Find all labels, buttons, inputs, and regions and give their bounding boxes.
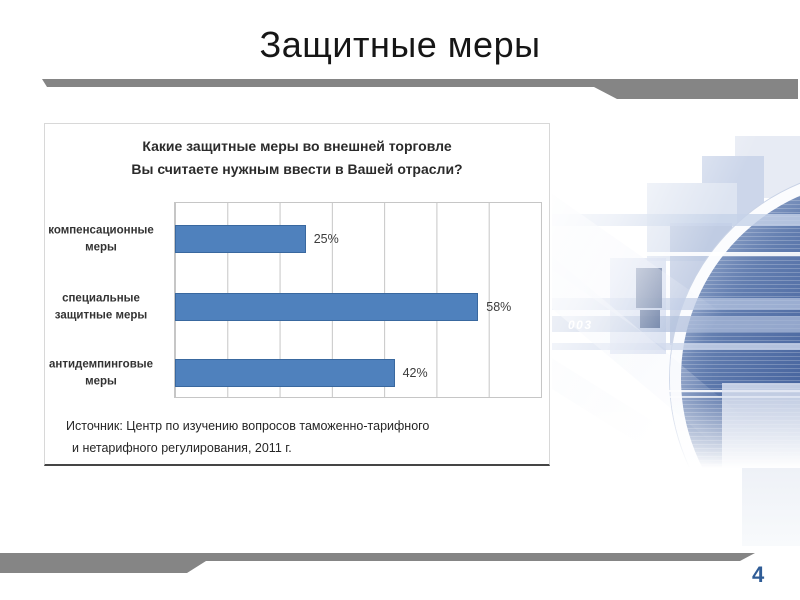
bar-row-special: специальные защитные меры 58%	[55, 292, 541, 321]
chart-plot-area: компенсационные меры 25% специальные защ…	[48, 202, 542, 398]
globe-collage-image: 003	[552, 128, 800, 468]
category-label-special: специальные защитные меры	[35, 290, 167, 323]
category-label-compensation: компенсационные меры	[35, 222, 167, 255]
category-label-line: компенсационные	[48, 224, 154, 237]
category-label-line: защитные меры	[54, 309, 148, 321]
category-label-line: специальные	[62, 292, 140, 305]
page-number: 4	[752, 562, 765, 587]
watermark-003: 003	[568, 318, 593, 332]
chart-source-line1: Источник: Центр по изучению вопросов там…	[66, 419, 430, 433]
bar-compensation	[175, 225, 306, 253]
category-label-antidumping: антидемпинговые меры	[35, 356, 167, 389]
category-label-line: антидемпинговые	[48, 358, 153, 371]
value-label-special: 58%	[486, 300, 512, 314]
chart-title-line2: Вы считаете нужным ввести в Вашей отрасл…	[131, 161, 463, 178]
bar-antidumping	[175, 359, 395, 387]
slide-title: Защитные меры	[259, 24, 541, 65]
chart-panel: Какие защитные меры во внешней торговле …	[44, 123, 550, 466]
top-divider-swoosh	[42, 79, 798, 99]
bar-special	[175, 293, 479, 321]
chart-source-line2: и нетарифного регулирования, 2011 г.	[72, 440, 292, 455]
collage-tile	[742, 468, 800, 546]
value-label-antidumping: 42%	[402, 366, 428, 380]
bar-row-compensation: компенсационные меры 25%	[48, 224, 541, 253]
bar-row-antidumping: антидемпинговые меры 42%	[49, 358, 541, 387]
chart-title: Какие защитные меры во внешней торговле …	[45, 135, 549, 181]
bottom-divider-swoosh	[0, 553, 755, 573]
chart-source: Источник: Центр по изучению вопросов там…	[66, 416, 429, 460]
category-label-line: меры	[85, 375, 117, 387]
category-label-line: меры	[85, 241, 117, 253]
value-label-compensation: 25%	[313, 232, 339, 246]
chart-title-line1: Какие защитные меры во внешней торговле	[142, 138, 452, 154]
